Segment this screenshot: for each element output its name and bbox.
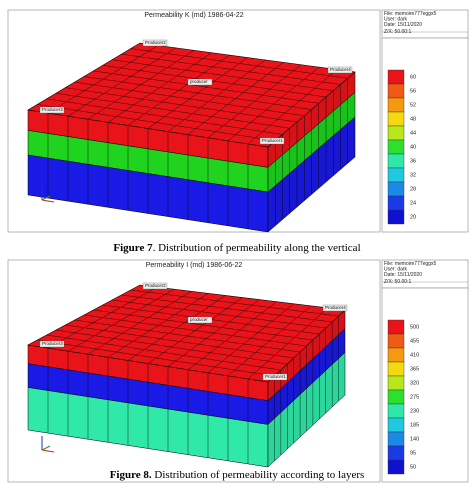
info-line: Z/X: 50.00:1: [384, 279, 411, 285]
colorbar-label: 52: [410, 102, 416, 108]
colorbar-cell: [387, 83, 405, 99]
colorbar-label: 36: [410, 158, 416, 164]
colorbar-label: 140: [410, 436, 419, 442]
caption-text: . Distribution of permeability along the…: [153, 242, 361, 254]
colorbar-label: 320: [410, 380, 419, 386]
colorbar-label: 455: [410, 338, 419, 344]
colorbar-cell: [387, 125, 405, 141]
info-line: User: dark: [384, 17, 408, 23]
info-line: Date: 15/11/2020: [384, 272, 422, 278]
colorbar-cell: [387, 333, 405, 349]
grid-line: [130, 289, 339, 317]
info-line: Z/X: 50.00:1: [384, 29, 411, 35]
well-tag: [259, 137, 285, 145]
info-line: File: memoire777eggx5: [384, 261, 436, 267]
colorbar-label: 48: [410, 116, 416, 122]
colorbar-label: 185: [410, 422, 419, 428]
info-box: [381, 259, 469, 289]
colorbar-label: 365: [410, 366, 419, 372]
well-label: Producer2: [145, 40, 166, 45]
colorbar-cell: [387, 69, 405, 85]
caption-text: Distribution of permeability according t…: [152, 469, 365, 481]
colorbar-label: 56: [410, 88, 416, 94]
well-label: producer: [190, 79, 208, 84]
colorbar-label: 28: [410, 186, 416, 192]
colorbar-cell: [387, 445, 405, 461]
colorbar-cell: [387, 195, 405, 211]
colorbar-cell: [387, 347, 405, 363]
well-tag: [39, 340, 65, 348]
figure: Permeability I (md) 1986-06-22 File: memo…: [7, 259, 469, 483]
colorbar-cell: [387, 403, 405, 419]
colorbar-label: 275: [410, 394, 419, 400]
well-label: producer: [190, 317, 208, 322]
colorbar-label: 60: [410, 74, 416, 80]
grid-line: [247, 69, 338, 145]
colorbar-cell: [387, 153, 405, 169]
grid-line: [121, 294, 333, 323]
caption: Figure 7. Distribution of permeability a…: [113, 242, 360, 254]
colorbar-label: 500: [410, 324, 419, 330]
colorbar-cell: [387, 111, 405, 127]
axis-x: [41, 449, 55, 453]
well-label: Producer3: [42, 107, 63, 112]
info-box: [381, 9, 469, 39]
well-tag: [142, 39, 168, 47]
colorbar-label: 50: [410, 464, 416, 470]
colorbar-label: 95: [410, 450, 416, 456]
well-label: Producer2: [145, 283, 166, 288]
colorbar-label: 40: [410, 144, 416, 150]
grid-line: [130, 48, 348, 79]
well-tag: [187, 316, 213, 324]
well-label: Producer1: [262, 138, 283, 143]
well-tag: [262, 373, 288, 381]
colorbar-cell: [387, 361, 405, 377]
well-tag: [187, 78, 213, 86]
well-tag: [142, 282, 168, 290]
well-label: Producer3: [42, 341, 63, 346]
well-label: Producer1: [265, 374, 286, 379]
colorbar-label: 20: [410, 214, 416, 220]
axis-y: [41, 195, 51, 201]
info-line: Date: 15/11/2020: [384, 22, 422, 28]
colorbar-cell: [387, 97, 405, 113]
plot-title: Permeability I (md) 1986-06-22: [146, 262, 243, 269]
colorbar-label: 230: [410, 408, 419, 414]
colorbar-cell: [387, 431, 405, 447]
grid-line: [121, 53, 341, 85]
info-line: File: memoire777eggx5: [384, 11, 436, 17]
colorbar-cell: [387, 375, 405, 391]
axis-y: [41, 445, 51, 451]
colorbar-cell: [387, 389, 405, 405]
well-tag: [322, 304, 348, 312]
colorbar-cell: [387, 181, 405, 197]
colorbar-label: 410: [410, 352, 419, 358]
caption-label: Figure 7: [113, 242, 153, 254]
caption: Figure 8. Distribution of permeability a…: [110, 469, 365, 481]
figure: Permeability K (md) 1986-04-22 File: memo…: [7, 9, 469, 233]
colorbar-cell: [387, 139, 405, 155]
colorbar-cell: [387, 209, 405, 225]
colorbar-label: 32: [410, 172, 416, 178]
colorbar-cell: [387, 319, 405, 335]
colorbar-cell: [387, 459, 405, 475]
caption-label: Figure 8.: [110, 469, 152, 481]
info-line: User: dark: [384, 267, 408, 273]
axis-x: [41, 199, 55, 203]
well-label: Producer4: [325, 305, 346, 310]
grid-line: [247, 307, 329, 380]
well-label: Producer4: [330, 67, 351, 72]
colorbar-label: 44: [410, 130, 416, 136]
plot-title: Permeability K (md) 1986-04-22: [144, 12, 243, 19]
well-tag: [327, 66, 353, 74]
well-tag: [39, 106, 65, 114]
colorbar-cell: [387, 417, 405, 433]
colorbar-cell: [387, 167, 405, 183]
colorbar-label: 24: [410, 200, 416, 206]
